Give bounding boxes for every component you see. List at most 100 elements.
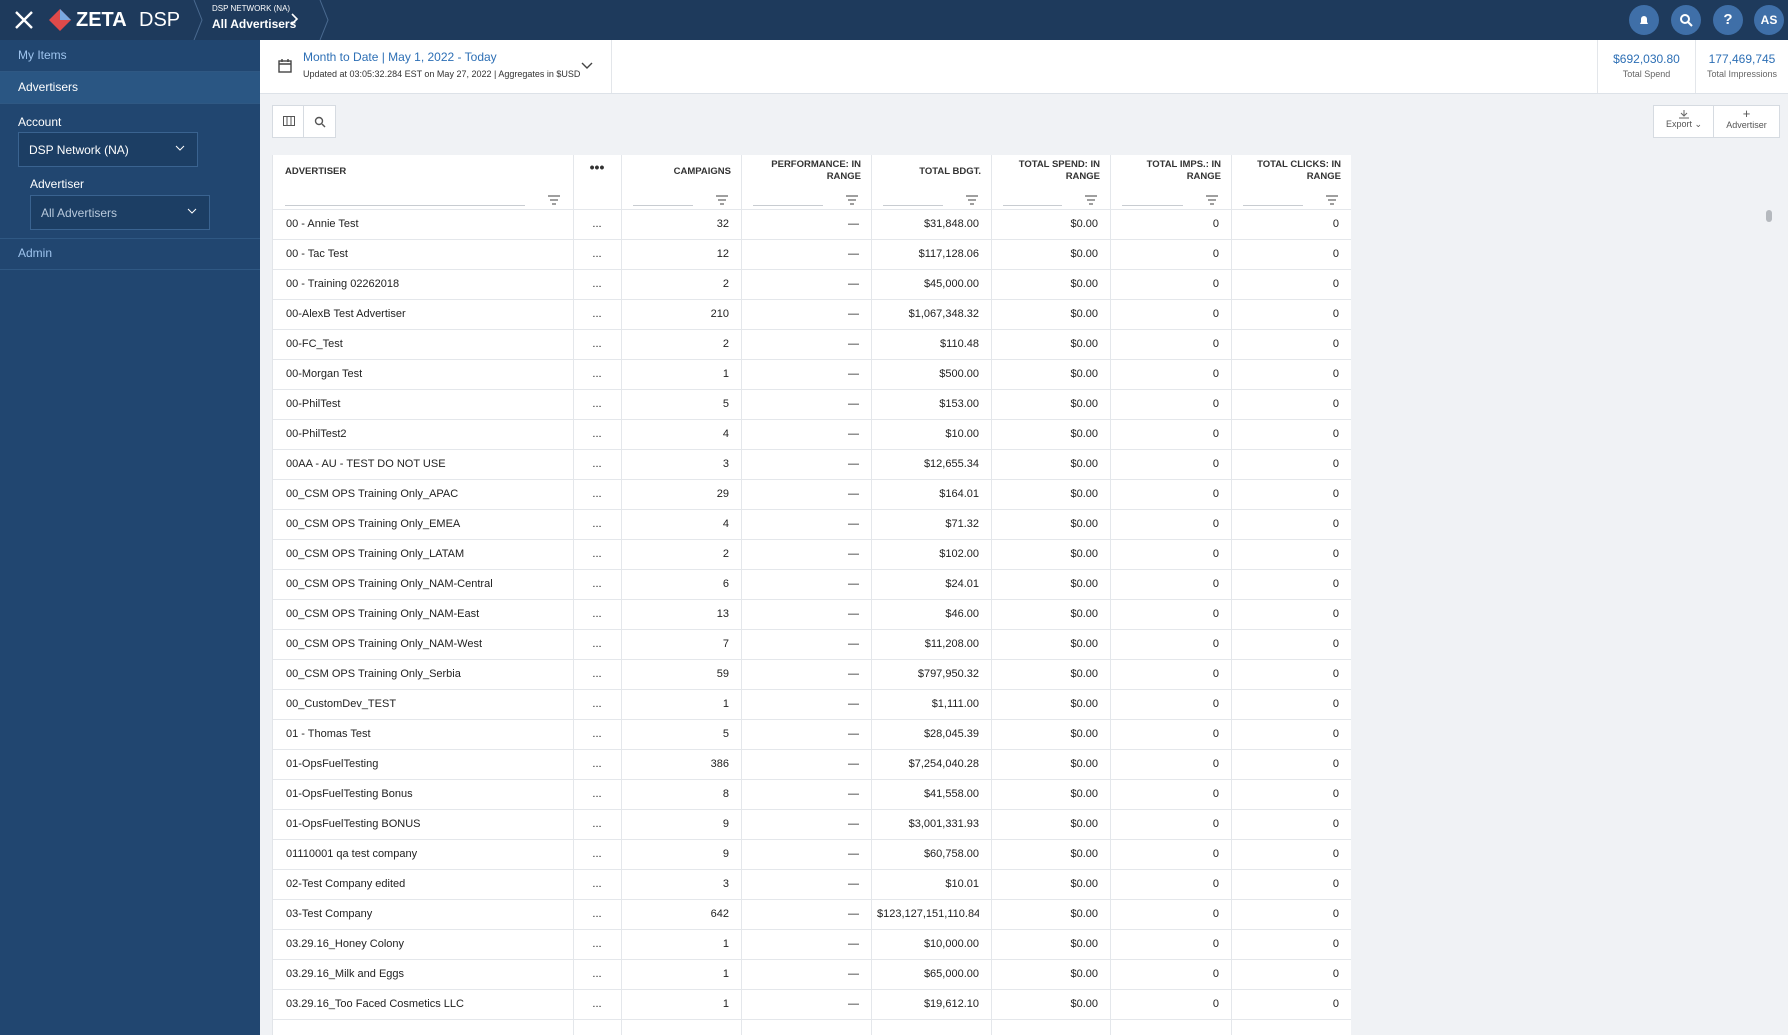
filter-icon[interactable]	[1325, 192, 1339, 205]
row-menu[interactable]: ...	[592, 968, 602, 980]
advertiser-name[interactable]: 03-Test Company	[286, 908, 373, 920]
avatar[interactable]: AS	[1754, 5, 1784, 35]
columns-button[interactable]	[272, 105, 305, 138]
breadcrumb-parent[interactable]: DSP NETWORK (NA)	[212, 4, 291, 13]
advertiser-name[interactable]: 00 - Training 02262018	[286, 278, 400, 290]
filter-icon[interactable]	[965, 192, 979, 205]
help[interactable]: ?	[1713, 5, 1743, 35]
advertiser-name[interactable]: 00_CSM OPS Training Only_EMEA	[286, 518, 461, 530]
row-menu[interactable]: ...	[592, 218, 602, 230]
advertiser-select[interactable]: All Advertisers	[30, 195, 210, 230]
advertiser-name[interactable]: 03.29.16_Honey Colony	[286, 938, 405, 950]
row-menu[interactable]: ...	[592, 758, 602, 770]
advertiser-name[interactable]: 01 - Thomas Test	[286, 728, 371, 740]
column-filter[interactable]	[633, 205, 693, 206]
nav-item[interactable]: My Items	[18, 48, 67, 62]
row-menu[interactable]: ...	[592, 368, 602, 380]
date-range[interactable]: Month to Date | May 1, 2022 - Today	[303, 50, 497, 64]
nav-item[interactable]: Admin	[18, 246, 53, 260]
filter-icon[interactable]	[715, 192, 729, 205]
row-menu[interactable]: ...	[592, 668, 602, 680]
row-menu[interactable]: ...	[592, 878, 602, 890]
advertiser-name[interactable]: 00_CSM OPS Training Only_LATAM	[286, 548, 465, 560]
advertiser-name[interactable]: 01-OpsFuelTesting	[286, 758, 379, 770]
advertiser-name[interactable]: 00 - Annie Test	[286, 218, 359, 230]
column-menu[interactable]: •••	[589, 159, 605, 175]
column-header[interactable]: CAMPAIGNS	[673, 166, 731, 177]
advertiser-name[interactable]: 00_CSM OPS Training Only_Serbia	[286, 668, 461, 680]
row-menu[interactable]: ...	[592, 998, 602, 1010]
cell-value: $45,000.00	[923, 278, 979, 290]
column-filter[interactable]	[753, 205, 823, 206]
filter-icon[interactable]	[1084, 192, 1098, 205]
advertiser-name[interactable]: 01110001 qa test company	[286, 848, 418, 860]
export-button[interactable]: Export ⌄	[1653, 105, 1715, 138]
column-filter[interactable]	[1243, 205, 1303, 206]
column-header[interactable]: TOTAL IMPS.: IN RANGE	[1146, 159, 1221, 182]
row-menu[interactable]: ...	[592, 938, 602, 950]
advertiser-name[interactable]: 00-AlexB Test Advertiser	[286, 308, 406, 320]
column-filter[interactable]	[1003, 205, 1062, 206]
column-filter[interactable]	[1122, 205, 1183, 206]
row-menu[interactable]: ...	[592, 608, 602, 620]
row-menu[interactable]: ...	[592, 458, 602, 470]
row-menu[interactable]: ...	[592, 428, 602, 440]
advertiser-name[interactable]: 00AA - AU - TEST DO NOT USE	[286, 458, 446, 470]
scrollbar-thumb[interactable]	[1766, 210, 1772, 222]
advertiser-name[interactable]: 02-Test Company edited	[286, 878, 406, 890]
column-header[interactable]: TOTAL BDGT.	[919, 166, 981, 177]
advertiser-name[interactable]: 01-OpsFuelTesting Bonus	[286, 788, 413, 800]
filter-icon[interactable]	[547, 192, 561, 205]
row-menu[interactable]: ...	[592, 398, 602, 410]
search[interactable]	[1671, 5, 1701, 35]
column-header[interactable]: TOTAL CLICKS: IN RANGE	[1257, 159, 1341, 182]
notifications[interactable]	[1629, 5, 1659, 35]
row-menu[interactable]: ...	[592, 818, 602, 830]
column-header[interactable]: PERFORMANCE: IN RANGE	[771, 159, 861, 182]
close-icon[interactable]	[14, 10, 34, 30]
row-menu[interactable]: ...	[592, 578, 602, 590]
cell-value: —	[848, 908, 859, 920]
cell-value: —	[848, 248, 859, 260]
cell-value: $11,208.00	[924, 638, 979, 650]
cell-value: 6	[722, 578, 729, 590]
column-header[interactable]: ADVERTISER	[285, 166, 347, 177]
column-filter[interactable]	[883, 205, 943, 206]
row-menu[interactable]: ...	[592, 698, 602, 710]
row-menu[interactable]: ...	[592, 848, 602, 860]
advertiser-name[interactable]: 00_CSM OPS Training Only_NAM-Central	[286, 578, 493, 590]
row-menu[interactable]: ...	[592, 338, 602, 350]
row-menu[interactable]: ...	[592, 278, 602, 290]
row-menu[interactable]: ...	[592, 908, 602, 920]
breadcrumb[interactable]: All Advertisers	[212, 17, 297, 31]
row-menu[interactable]: ...	[592, 488, 602, 500]
account-select[interactable]: DSP Network (NA)	[18, 132, 198, 167]
advertiser-name[interactable]: 00-FC_Test	[286, 338, 343, 350]
column-filter[interactable]	[285, 205, 525, 206]
advertiser-name[interactable]: 00_CSM OPS Training Only_APAC	[286, 488, 459, 500]
add-advertiser-button[interactable]: + Advertiser	[1713, 105, 1780, 138]
row-menu[interactable]: ...	[592, 308, 602, 320]
row-menu[interactable]: ...	[592, 518, 602, 530]
advertiser-name[interactable]: 00_CSM OPS Training Only_NAM-West	[286, 638, 483, 650]
advertiser-name[interactable]: 00 - Tac Test	[286, 248, 348, 260]
nav-item[interactable]: Advertisers	[18, 80, 79, 94]
advertiser-name[interactable]: 03.29.16_Too Faced Cosmetics LLC	[286, 998, 464, 1010]
row-menu[interactable]: ...	[592, 788, 602, 800]
date-chevron[interactable]	[581, 62, 593, 70]
filter-icon[interactable]	[1205, 192, 1219, 205]
advertiser-name[interactable]: 01-OpsFuelTesting BONUS	[286, 818, 421, 830]
advertiser-name[interactable]: 00-PhilTest2	[286, 428, 347, 440]
advertiser-name[interactable]: 03.29.16_Milk and Eggs	[286, 968, 405, 980]
column-header[interactable]: TOTAL SPEND: IN RANGE	[1018, 159, 1100, 182]
advertiser-name[interactable]: 00_CSM OPS Training Only_NAM-East	[286, 608, 480, 620]
row-menu[interactable]: ...	[592, 548, 602, 560]
search-button[interactable]	[303, 105, 336, 138]
advertiser-name[interactable]: 00-PhilTest	[286, 398, 341, 410]
row-menu[interactable]: ...	[592, 248, 602, 260]
row-menu[interactable]: ...	[592, 728, 602, 740]
filter-icon[interactable]	[845, 192, 859, 205]
advertiser-name[interactable]: 00_CustomDev_TEST	[286, 698, 397, 710]
row-menu[interactable]: ...	[592, 638, 602, 650]
advertiser-name[interactable]: 00-Morgan Test	[286, 368, 363, 380]
